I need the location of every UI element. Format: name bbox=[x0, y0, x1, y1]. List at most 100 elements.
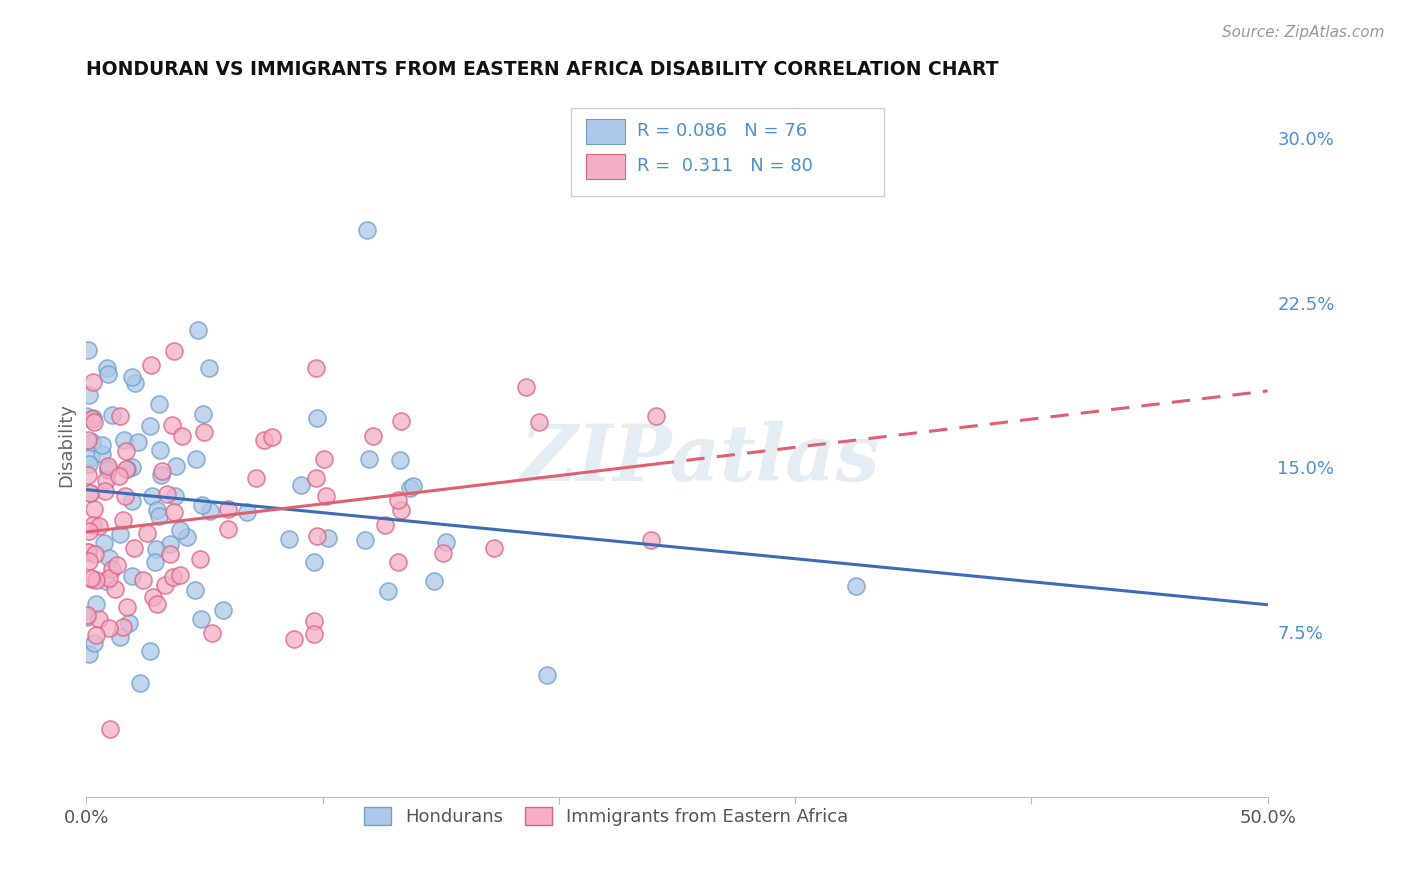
Point bbox=[198, 361, 221, 376]
Point bbox=[114, 489, 136, 503]
Point bbox=[159, 537, 181, 551]
Point bbox=[82, 434, 104, 449]
Point bbox=[160, 417, 183, 432]
Text: ZIPatlas: ZIPatlas bbox=[520, 421, 880, 498]
Point bbox=[97, 368, 120, 382]
Point bbox=[124, 376, 146, 390]
Point bbox=[77, 457, 100, 471]
Point bbox=[75, 409, 97, 423]
Point bbox=[211, 603, 233, 617]
Point bbox=[236, 505, 259, 519]
Point bbox=[389, 453, 412, 467]
Point bbox=[94, 574, 117, 589]
Point bbox=[105, 558, 128, 573]
Point bbox=[110, 630, 132, 644]
Point bbox=[162, 570, 184, 584]
Point bbox=[96, 361, 118, 376]
Point bbox=[305, 361, 328, 376]
Point bbox=[302, 614, 325, 628]
Y-axis label: Disability: Disability bbox=[58, 403, 75, 487]
Point bbox=[77, 434, 100, 448]
Point bbox=[515, 380, 537, 394]
Point bbox=[184, 582, 207, 597]
Text: R =  0.311   N = 80: R = 0.311 N = 80 bbox=[637, 157, 813, 176]
Point bbox=[305, 471, 328, 485]
Point bbox=[156, 487, 179, 501]
Point bbox=[245, 471, 267, 485]
Point bbox=[100, 408, 122, 422]
FancyBboxPatch shape bbox=[571, 108, 884, 196]
Point bbox=[94, 483, 117, 498]
Point bbox=[79, 571, 101, 585]
Point bbox=[91, 447, 114, 461]
Point bbox=[217, 502, 239, 516]
Point bbox=[76, 468, 98, 483]
Point bbox=[148, 443, 170, 458]
Point bbox=[141, 358, 163, 372]
Point bbox=[97, 462, 120, 476]
Point bbox=[115, 462, 138, 476]
Point bbox=[136, 526, 159, 541]
Bar bbox=[586, 153, 626, 179]
Point bbox=[315, 489, 337, 503]
Point bbox=[361, 429, 384, 443]
Point bbox=[253, 433, 276, 447]
Point bbox=[121, 459, 143, 474]
Point bbox=[146, 503, 169, 517]
Point bbox=[84, 628, 107, 642]
Point bbox=[184, 451, 207, 466]
Text: Source: ZipAtlas.com: Source: ZipAtlas.com bbox=[1222, 25, 1385, 40]
Point bbox=[122, 541, 145, 555]
Point bbox=[278, 532, 301, 546]
Point bbox=[190, 612, 212, 626]
Point bbox=[399, 481, 422, 495]
Point bbox=[87, 612, 110, 626]
Point bbox=[163, 505, 186, 519]
Point bbox=[377, 584, 399, 599]
Point bbox=[389, 413, 412, 427]
Point bbox=[387, 493, 409, 508]
Point bbox=[84, 597, 107, 611]
Point bbox=[97, 571, 120, 585]
Point bbox=[77, 648, 100, 662]
Point bbox=[87, 519, 110, 533]
Point bbox=[188, 552, 211, 566]
Point bbox=[217, 522, 239, 536]
Point bbox=[169, 568, 191, 582]
Point bbox=[145, 597, 167, 611]
Point bbox=[305, 411, 328, 425]
Point bbox=[423, 574, 446, 588]
Point bbox=[304, 627, 326, 641]
Point bbox=[316, 532, 339, 546]
Point bbox=[145, 541, 167, 556]
Point bbox=[79, 524, 101, 538]
Point bbox=[104, 582, 127, 596]
Point bbox=[110, 527, 132, 541]
Point bbox=[83, 636, 105, 650]
Point bbox=[186, 323, 208, 337]
Point bbox=[191, 407, 214, 421]
Point bbox=[77, 388, 100, 402]
Point bbox=[83, 501, 105, 516]
Legend: Hondurans, Immigrants from Eastern Africa: Hondurans, Immigrants from Eastern Afric… bbox=[356, 799, 856, 833]
Point bbox=[159, 547, 181, 561]
Point bbox=[76, 343, 98, 358]
Point bbox=[845, 579, 868, 593]
Point bbox=[153, 577, 176, 591]
Point bbox=[302, 555, 325, 569]
Point bbox=[84, 573, 107, 587]
Point bbox=[165, 489, 187, 503]
Point bbox=[128, 676, 150, 690]
Point bbox=[80, 450, 103, 464]
Point bbox=[150, 464, 173, 478]
Point bbox=[149, 467, 172, 482]
Point bbox=[374, 517, 396, 532]
Point bbox=[82, 411, 104, 425]
Point bbox=[93, 536, 115, 550]
Point bbox=[141, 489, 163, 503]
Point bbox=[77, 545, 100, 559]
Point bbox=[138, 644, 160, 658]
Point bbox=[132, 573, 155, 587]
Point bbox=[121, 569, 143, 583]
Point bbox=[283, 632, 305, 647]
